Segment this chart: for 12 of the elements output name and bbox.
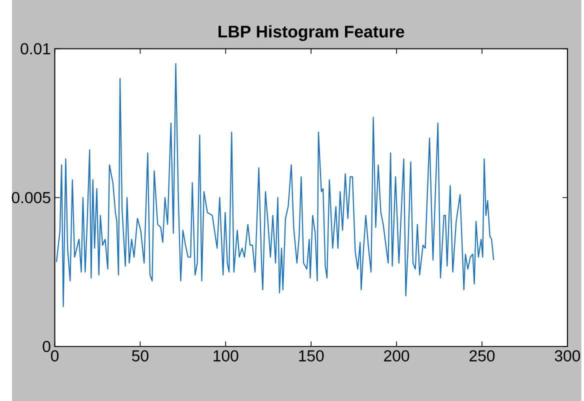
line-series xyxy=(56,63,494,307)
x-tick-label: 250 xyxy=(470,350,495,362)
x-tick-label: 100 xyxy=(214,350,238,362)
y-tick-label: 0 xyxy=(42,340,50,352)
y-tick-label: 0.005 xyxy=(12,192,50,204)
x-tick-label: 200 xyxy=(384,350,410,362)
x-tick-label: 150 xyxy=(299,350,324,362)
y-tick-label: 0.01 xyxy=(20,43,50,54)
x-tick-label: 50 xyxy=(132,350,148,362)
x-tick-label: 0 xyxy=(50,350,59,362)
chart-title: LBP Histogram Feature xyxy=(218,25,404,41)
x-tick-label: 300 xyxy=(554,350,580,362)
